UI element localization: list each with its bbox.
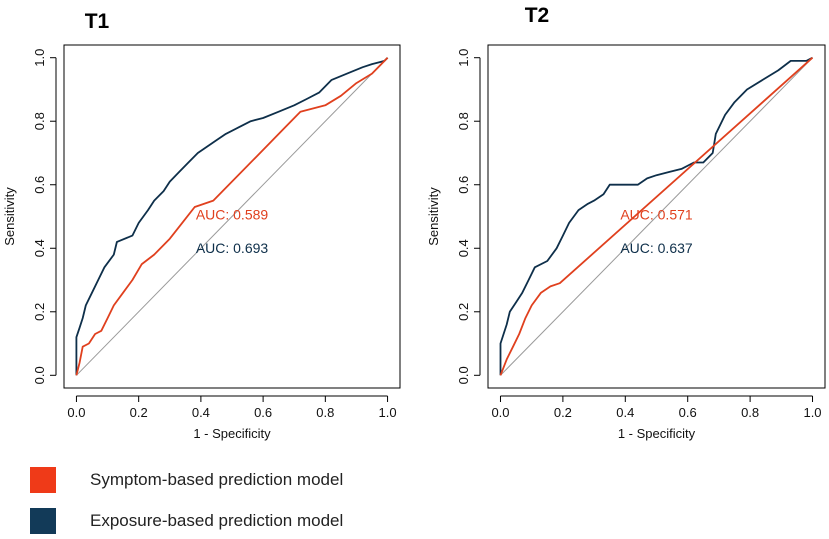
panel-2-x-tick-label: 0.8 (741, 405, 759, 420)
panel-1-x-axis-label: 1 - Specificity (193, 426, 271, 441)
panel-2-x-tick-label: 0.2 (554, 405, 572, 420)
panel-1-y-tick-label: 1.0 (32, 49, 47, 67)
panel-2-y-tick-label: 0.2 (456, 303, 471, 321)
panel-1: T1 0.0 0.2 0.4 0.6 0.8 1.0 1 - Specificity 0.0 0.… (2, 10, 401, 441)
panel-1-y-tick-label: 0.4 (32, 239, 47, 257)
legend-swatch-exposure (30, 508, 56, 534)
panel-2-x-axis-label: 1 - Specificity (618, 426, 696, 441)
panel-2-x-tick-label: 0.4 (616, 405, 634, 420)
panel-1-reference-line (76, 57, 388, 376)
panel-1-title: T1 (85, 10, 110, 33)
panel-2-x-tick-label: 0.0 (491, 405, 509, 420)
panel-2-y-tick-label: 0.6 (456, 176, 471, 194)
panel-1-x-tick-label: 0.0 (67, 405, 85, 420)
panel-2-y-tick-label: 1.0 (456, 49, 471, 67)
panel-1-x-tick-label: 0.4 (192, 405, 210, 420)
panel-1-y-tick-label: 0.2 (32, 303, 47, 321)
panel-2-series-exposure (499, 56, 813, 376)
panel-2-series-symptom (499, 57, 814, 376)
panel-2-x-tick-label: 1.0 (803, 405, 821, 420)
panel-2-y-tick-label: 0.8 (456, 112, 471, 130)
panel-2-auc-label-symptom: AUC: 0.571 (620, 207, 693, 223)
panel-1-series-exposure (75, 57, 389, 376)
panel-1-auc-label-exposure: AUC: 0.693 (196, 240, 269, 256)
legend-swatch-symptom (30, 467, 56, 493)
panel-2-y-tick-label: 0.4 (456, 239, 471, 257)
panel-1-series-symptom (75, 57, 389, 376)
panel-1-y-tick-label: 0.8 (32, 112, 47, 130)
panel-1-x-tick-label: 0.8 (316, 405, 334, 420)
legend-label-exposure: Exposure-based prediction model (90, 511, 344, 530)
panel-1-plot-frame (63, 44, 401, 389)
panel-2: T2 0.0 0.2 0.4 0.6 0.8 1.0 1 - Specificity 0.0 0.… (426, 4, 826, 441)
panel-1-auc-label-symptom: AUC: 0.589 (196, 207, 269, 223)
panel-1-y-tick-label: 0.6 (32, 176, 47, 194)
panel-2-title: T2 (525, 4, 550, 27)
legend-label-symptom: Symptom-based prediction model (90, 470, 344, 489)
panel-1-y-tick-label: 0.0 (32, 366, 47, 384)
panel-1-x-tick-label: 1.0 (379, 405, 397, 420)
panel-2-auc-label-exposure: AUC: 0.637 (620, 240, 693, 256)
roc-figure: T1 0.0 0.2 0.4 0.6 0.8 1.0 1 - Specificity 0.0 0.… (2, 4, 826, 441)
panel-2-plot-frame (487, 44, 826, 389)
panel-2-reference-line (500, 57, 813, 376)
panel-2-y-tick-label: 0.0 (456, 366, 471, 384)
panel-1-x-tick-label: 0.2 (130, 405, 148, 420)
panel-2-y-axis-label: Sensitivity (426, 187, 441, 246)
legend-item-exposure: Exposure-based prediction model (30, 508, 343, 534)
panel-1-y-axis-label: Sensitivity (2, 187, 17, 246)
panel-1-x-tick-label: 0.6 (254, 405, 272, 420)
panel-2-x-tick-label: 0.6 (679, 405, 697, 420)
legend-item-symptom: Symptom-based prediction model (30, 467, 343, 493)
